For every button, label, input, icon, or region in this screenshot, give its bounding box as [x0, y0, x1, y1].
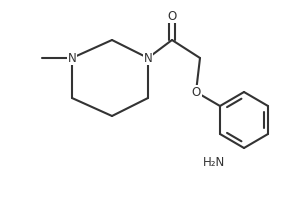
Text: N: N	[144, 52, 153, 64]
Text: N: N	[68, 52, 76, 64]
Text: O: O	[191, 86, 201, 99]
Text: H₂N: H₂N	[203, 156, 225, 170]
Text: O: O	[167, 10, 177, 22]
